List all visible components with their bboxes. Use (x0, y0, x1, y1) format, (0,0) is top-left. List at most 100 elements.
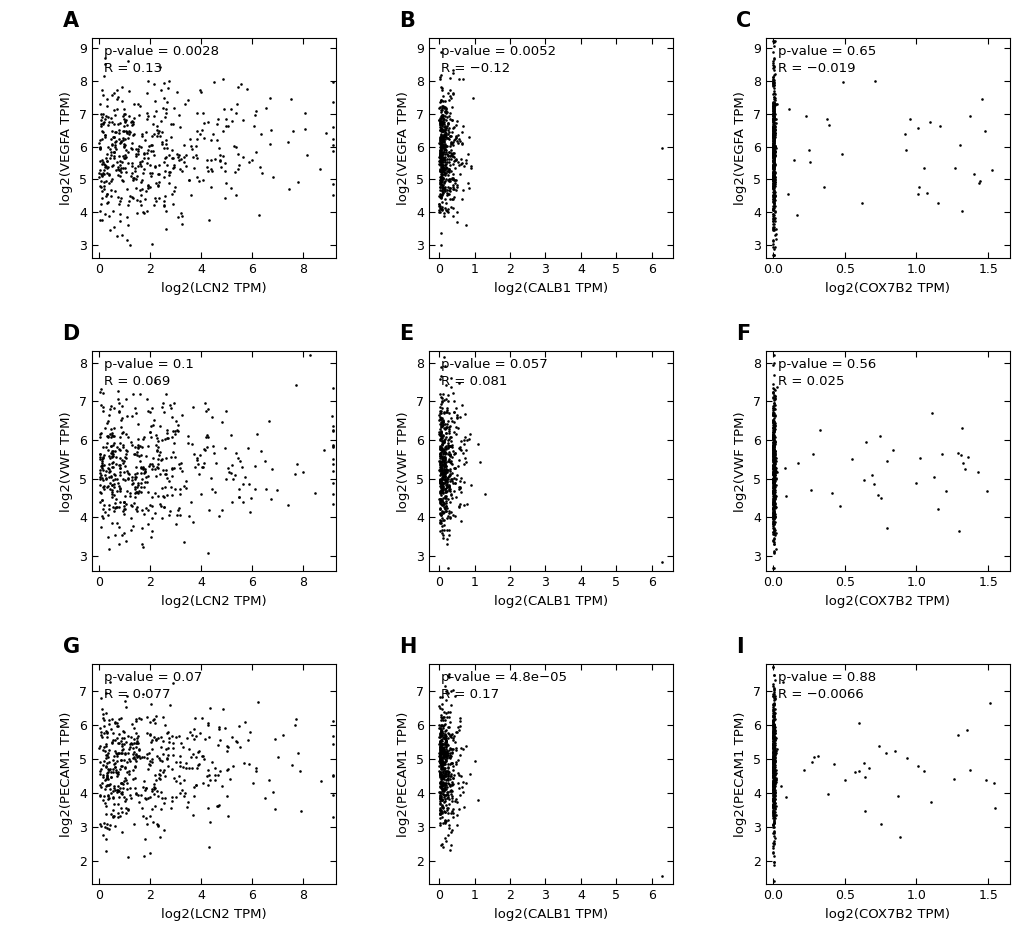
Point (184, 514, 201, 529)
Point (764, 734, 781, 749)
Point (765, 146, 782, 162)
Point (765, 94, 782, 109)
Point (92, 788, 108, 804)
Point (764, 473, 781, 488)
Point (772, 779, 789, 794)
Point (764, 115, 781, 130)
Point (431, 144, 447, 159)
Point (436, 452, 452, 467)
Point (183, 142, 200, 157)
Point (208, 132, 224, 147)
Point (157, 432, 173, 447)
Point (432, 176, 448, 191)
Point (444, 682, 461, 697)
Point (765, 762, 782, 777)
Point (442, 697, 459, 712)
Point (437, 157, 453, 172)
Point (99, 186, 115, 202)
Point (135, 165, 151, 181)
Point (764, 745, 781, 760)
Point (436, 475, 452, 490)
Point (226, 165, 243, 180)
Point (653, 554, 669, 570)
Point (764, 128, 781, 144)
Point (127, 469, 144, 484)
Point (124, 141, 141, 156)
Point (117, 458, 133, 474)
Point (230, 490, 247, 505)
Point (431, 150, 447, 165)
Point (766, 690, 783, 706)
Point (142, 714, 158, 729)
Point (103, 438, 119, 454)
Point (437, 765, 453, 780)
Point (153, 113, 169, 128)
Point (131, 741, 148, 756)
Point (431, 428, 447, 443)
Point (765, 162, 782, 177)
Point (433, 389, 449, 404)
Point (120, 728, 137, 744)
Point (764, 165, 781, 180)
Point (764, 95, 781, 110)
Point (447, 490, 464, 505)
Point (764, 157, 781, 172)
Point (433, 430, 449, 445)
Point (432, 439, 448, 455)
Point (434, 777, 450, 792)
Text: p-value = 0.0028: p-value = 0.0028 (104, 45, 219, 58)
Point (434, 133, 450, 148)
Point (107, 783, 123, 798)
Point (448, 178, 465, 193)
Point (436, 166, 452, 182)
Point (436, 473, 452, 488)
Point (442, 438, 459, 454)
Point (152, 829, 168, 844)
Point (127, 786, 144, 801)
Point (432, 761, 448, 776)
Point (115, 136, 131, 151)
Point (764, 779, 781, 794)
Point (764, 122, 781, 137)
Point (105, 808, 121, 824)
Point (97, 504, 113, 519)
Point (439, 476, 455, 492)
Point (766, 720, 783, 735)
Point (440, 167, 457, 183)
Point (444, 135, 461, 150)
Point (915, 764, 931, 779)
Point (147, 733, 163, 748)
Point (438, 400, 454, 416)
Point (434, 475, 450, 490)
Point (437, 494, 453, 509)
Point (158, 136, 174, 151)
Point (144, 461, 160, 476)
Point (444, 66, 461, 81)
Point (764, 504, 781, 519)
Point (765, 788, 782, 804)
Point (445, 404, 462, 419)
Point (438, 405, 454, 420)
Point (764, 807, 781, 823)
Point (442, 755, 459, 770)
Point (96, 815, 112, 830)
Point (431, 733, 447, 748)
Point (128, 747, 145, 762)
Point (432, 738, 448, 753)
Point (440, 438, 457, 454)
Point (441, 87, 458, 103)
Point (438, 182, 454, 197)
Point (765, 767, 782, 782)
Point (764, 160, 781, 175)
Point (431, 786, 447, 801)
Point (767, 96, 784, 111)
Point (925, 470, 942, 485)
Point (436, 463, 452, 478)
Point (444, 805, 461, 821)
Point (99, 778, 115, 793)
Point (764, 763, 781, 778)
Point (107, 107, 123, 123)
Point (176, 155, 193, 170)
Point (451, 719, 468, 734)
Point (871, 428, 888, 443)
